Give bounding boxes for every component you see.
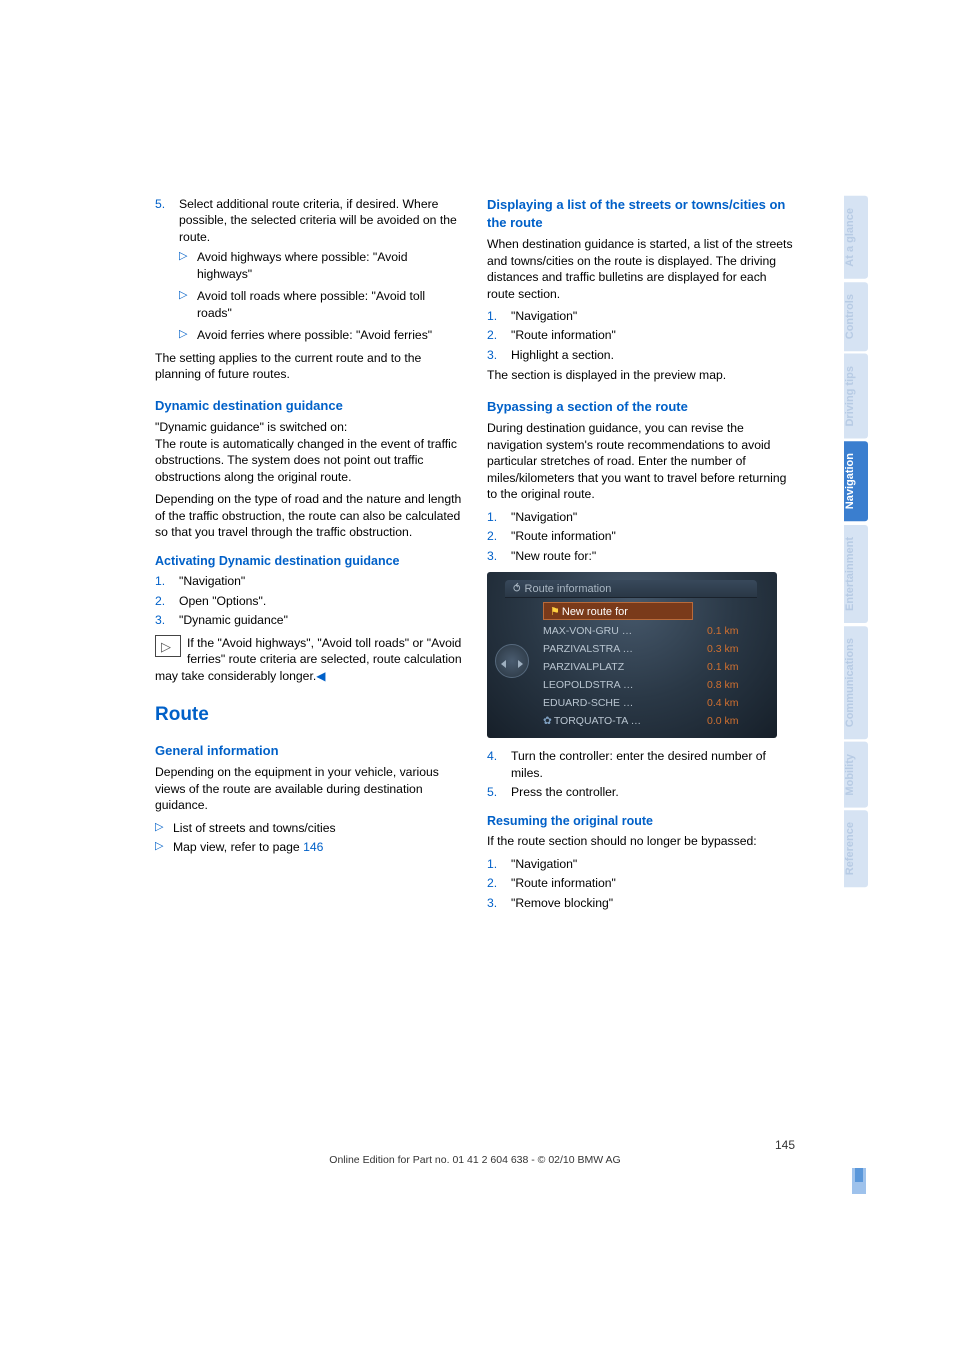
- tab-entertainment[interactable]: Entertainment: [844, 525, 868, 623]
- heading-activating: Activating Dynamic destination guidance: [155, 553, 463, 570]
- route-row: PARZIVALPLATZ0.1 km: [543, 658, 757, 676]
- scroll-wheel-icon: [495, 644, 529, 678]
- edition-line: Online Edition for Part no. 01 41 2 604 …: [155, 1154, 795, 1166]
- route-row: ✿TORQUATO-TA …0.0 km: [543, 712, 757, 730]
- screenshot-title: Route information: [525, 583, 612, 595]
- route-row: EDUARD-SCHE …0.4 km: [543, 694, 757, 712]
- list-item: 3."New route for:": [487, 548, 795, 564]
- list-item: 2."Route information": [487, 528, 795, 544]
- criteria-item: Avoid toll roads where possible: "Avoid …: [179, 288, 463, 321]
- dyn-p1: "Dynamic guidance" is switched on:: [155, 419, 463, 435]
- flag-icon: ⚑: [550, 606, 560, 618]
- page-content: 5. Select additional route criteria, if …: [155, 196, 795, 915]
- list-item: 2."Route information": [487, 327, 795, 343]
- display-steps: 1."Navigation" 2."Route information" 3.H…: [487, 308, 795, 363]
- tab-driving-tips[interactable]: Driving tips: [844, 354, 868, 439]
- note-text: If the "Avoid highways", "Avoid toll roa…: [155, 636, 462, 683]
- heading-bypass: Bypassing a section of the route: [487, 398, 795, 416]
- bypass-text: During destination guidance, you can rev…: [487, 420, 795, 502]
- list-item: 3."Dynamic guidance": [155, 612, 463, 628]
- step-number: 5.: [155, 196, 165, 212]
- list-item: 2."Route information": [487, 875, 795, 891]
- section-tabs: At a glance Controls Driving tips Naviga…: [844, 196, 868, 891]
- resume-steps: 1."Navigation" 2."Route information" 3."…: [487, 856, 795, 911]
- bypass-steps-b: 4.Turn the controller: enter the desired…: [487, 748, 795, 800]
- list-item: 1."Navigation": [487, 509, 795, 525]
- note-block: If the "Avoid highways", "Avoid toll roa…: [155, 635, 463, 684]
- tab-at-a-glance[interactable]: At a glance: [844, 196, 868, 279]
- page-footer: 145 Online Edition for Part no. 01 41 2 …: [155, 1138, 795, 1166]
- list-item: 3."Remove blocking": [487, 895, 795, 911]
- list-item: 3.Highlight a section.: [487, 347, 795, 363]
- criteria-item: Avoid highways where possible: "Avoid hi…: [179, 249, 463, 282]
- list-item: List of streets and towns/cities: [155, 820, 463, 836]
- display-list-text: When destination guidance is started, a …: [487, 236, 795, 302]
- list-item: Map view, refer to page 146: [155, 839, 463, 855]
- continued-step-list: 5. Select additional route criteria, if …: [155, 196, 463, 344]
- heading-resume: Resuming the original route: [487, 813, 795, 830]
- screenshot-title-bar: ⥀ Route information: [505, 580, 757, 598]
- activate-steps: 1."Navigation" 2.Open "Options". 3."Dyna…: [155, 573, 463, 628]
- bypass-steps-a: 1."Navigation" 2."Route information" 3."…: [487, 509, 795, 564]
- footer-marker-icon: [852, 1168, 866, 1194]
- tab-mobility[interactable]: Mobility: [844, 742, 868, 808]
- list-item: 5.Press the controller.: [487, 784, 795, 800]
- left-column: 5. Select additional route criteria, if …: [155, 196, 463, 915]
- criteria-item: Avoid ferries where possible: "Avoid fer…: [179, 327, 463, 343]
- screenshot-list: MAX-VON-GRU …0.1 km PARZIVALSTRA …0.3 km…: [543, 622, 757, 730]
- end-triangle-icon: ◀: [316, 669, 325, 683]
- nav-screenshot: ⥀ Route information ⚑New route for MAX-VO…: [487, 572, 777, 738]
- tab-navigation[interactable]: Navigation: [844, 441, 868, 521]
- traffic-icon: ✿: [543, 715, 552, 727]
- criteria-sublist: Avoid highways where possible: "Avoid hi…: [179, 249, 463, 343]
- setting-applies-text: The setting applies to the current route…: [155, 350, 463, 383]
- screenshot-header-row: ⚑New route for: [543, 602, 693, 620]
- display-after-text: The section is displayed in the preview …: [487, 367, 795, 383]
- heading-route: Route: [155, 702, 463, 728]
- route-row: PARZIVALSTRA …0.3 km: [543, 640, 757, 658]
- note-icon: [155, 635, 181, 657]
- tab-communications[interactable]: Communications: [844, 626, 868, 739]
- route-row: LEOPOLDSTRA …0.8 km: [543, 676, 757, 694]
- dyn-p1b: The route is automatically changed in th…: [155, 436, 463, 485]
- step-text: Select additional route criteria, if des…: [179, 197, 457, 244]
- page-number: 145: [155, 1138, 795, 1152]
- nav-icon: ⥀: [513, 583, 521, 595]
- list-item: 1."Navigation": [487, 308, 795, 324]
- general-info-text: Depending on the equipment in your vehic…: [155, 764, 463, 813]
- route-row: MAX-VON-GRU …0.1 km: [543, 622, 757, 640]
- tab-controls[interactable]: Controls: [844, 282, 868, 351]
- header-text: New route for: [562, 606, 628, 618]
- heading-general-info: General information: [155, 742, 463, 760]
- list-item: 4.Turn the controller: enter the desired…: [487, 748, 795, 781]
- tab-reference[interactable]: Reference: [844, 810, 868, 887]
- general-list: List of streets and towns/cities Map vie…: [155, 820, 463, 856]
- heading-display-list: Displaying a list of the streets or town…: [487, 196, 795, 231]
- heading-dynamic-guidance: Dynamic destination guidance: [155, 397, 463, 415]
- right-column: Displaying a list of the streets or town…: [487, 196, 795, 915]
- list-item: 1."Navigation": [487, 856, 795, 872]
- page-link[interactable]: 146: [303, 840, 323, 854]
- map-view-prefix: Map view, refer to page: [173, 840, 303, 854]
- step-5: 5. Select additional route criteria, if …: [155, 196, 463, 344]
- resume-text: If the route section should no longer be…: [487, 833, 795, 849]
- dyn-p2: Depending on the type of road and the na…: [155, 491, 463, 540]
- list-item: 2.Open "Options".: [155, 593, 463, 609]
- list-item: 1."Navigation": [155, 573, 463, 589]
